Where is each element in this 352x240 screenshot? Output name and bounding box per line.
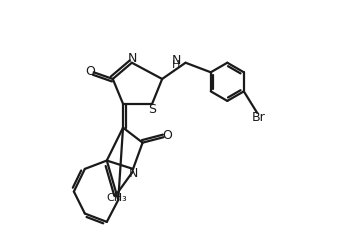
Text: Br: Br [251, 111, 265, 124]
Text: N: N [171, 54, 181, 67]
Text: CH₃: CH₃ [107, 192, 127, 203]
Text: O: O [162, 129, 172, 142]
Text: O: O [85, 65, 95, 78]
Text: N: N [128, 52, 137, 65]
Text: S: S [149, 102, 157, 115]
Text: H: H [172, 60, 181, 70]
Text: N: N [129, 167, 138, 180]
